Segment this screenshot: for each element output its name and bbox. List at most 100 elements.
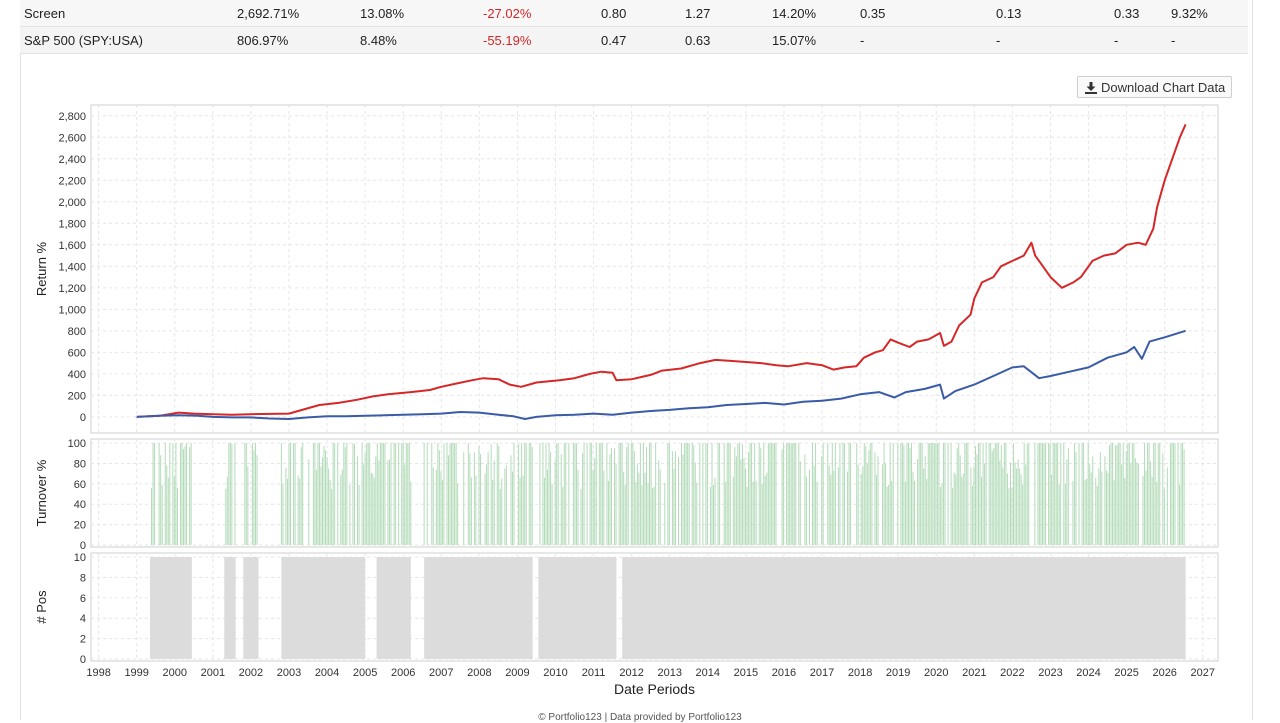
max-drawdown: -55.19% (483, 33, 532, 48)
turnover-y-axis-label: Turnover % (34, 459, 49, 526)
x-tick-label: 1999 (124, 667, 148, 679)
x-tick-label: 2005 (353, 667, 377, 679)
stats-row-benchmark: S&P 500 (SPY:USA) 806.97% 8.48% -55.19% … (20, 27, 1248, 54)
x-tick-label: 2010 (543, 667, 567, 679)
returns-y-tick-label: 200 (68, 390, 86, 402)
x-tick-label: 2016 (772, 667, 796, 679)
stat-col7: - (860, 33, 865, 48)
positions-bar (622, 557, 1186, 659)
returns-y-tick-label: 2,800 (58, 111, 86, 123)
returns-y-tick-label: 1,800 (58, 218, 86, 230)
returns-y-tick-label: 2,200 (58, 175, 86, 187)
max-drawdown: -27.02% (483, 6, 532, 21)
x-tick-label: 2021 (962, 667, 986, 679)
returns-y-tick-label: 800 (68, 326, 86, 338)
positions-bar (538, 557, 617, 659)
returns-y-tick-label: 600 (68, 347, 86, 359)
x-tick-label: 2004 (315, 667, 339, 679)
returns-y-tick-label: 1,600 (58, 240, 86, 252)
stat-col7: 0.35 (860, 6, 886, 21)
x-axis-label: Date Periods (614, 681, 695, 697)
returns-plot-area (90, 104, 1219, 434)
sharpe: 0.80 (601, 6, 627, 21)
positions-y-tick-label: 4 (80, 613, 86, 625)
x-tick-label: 2000 (163, 667, 187, 679)
x-tick-label: 2017 (810, 667, 834, 679)
x-tick-label: 2014 (696, 667, 720, 679)
positions-y-tick-label: 0 (80, 654, 86, 666)
turnover-y-tick-label: 40 (74, 499, 86, 511)
x-tick-label: 2022 (1000, 667, 1024, 679)
positions-bar (424, 557, 533, 659)
row-name: Screen (24, 6, 66, 21)
x-tick-label: 2012 (619, 667, 643, 679)
x-tick-label: 2020 (924, 667, 948, 679)
stat-col8: - (996, 33, 1001, 48)
positions-bar (243, 557, 259, 659)
positions-bar (281, 557, 366, 659)
returns-y-tick-label: 0 (80, 412, 86, 424)
x-tick-label: 2023 (1038, 667, 1062, 679)
sortino: 0.63 (685, 33, 711, 48)
container-left-border (20, 0, 21, 720)
x-tick-label: 2001 (201, 667, 225, 679)
positions-bar (376, 557, 411, 659)
returns-y-tick-label: 2,600 (58, 132, 86, 144)
x-tick-label: 2008 (467, 667, 491, 679)
sharpe: 0.47 (601, 33, 627, 48)
download-chart-data-button[interactable]: Download Chart Data (1077, 76, 1232, 98)
stats-row-screen: Screen 2,692.71% 13.08% -27.02% 0.80 1.2… (20, 0, 1248, 27)
std-dev: 14.20% (772, 6, 817, 21)
positions-bar (224, 557, 236, 659)
stat-col10: 9.32% (1171, 6, 1208, 21)
returns-y-tick-label: 2,000 (58, 197, 86, 209)
returns-y-tick-label: 1,000 (58, 304, 86, 316)
turnover-y-tick-label: 20 (74, 520, 86, 532)
annualized-return: 13.08% (360, 6, 405, 21)
total-return: 2,692.71% (237, 6, 300, 21)
x-tick-label: 2025 (1114, 667, 1138, 679)
positions-bar (150, 557, 192, 659)
x-tick-label: 2007 (429, 667, 453, 679)
returns-y-tick-label: 1,200 (58, 283, 86, 295)
footer-credit: © Portfolio123 | Data provided by Portfo… (538, 712, 742, 723)
x-tick-label: 2003 (277, 667, 301, 679)
stat-col10: - (1171, 33, 1176, 48)
x-tick-label: 2024 (1076, 667, 1100, 679)
total-return: 806.97% (237, 33, 289, 48)
x-tick-label: 2018 (848, 667, 872, 679)
turnover-y-tick-label: 0 (80, 540, 86, 552)
returns-y-tick-label: 400 (68, 369, 86, 381)
turnover-y-tick-label: 80 (74, 458, 86, 470)
stat-col8: 0.13 (996, 6, 1022, 21)
positions-y-axis-label: # Pos (34, 590, 49, 624)
positions-y-tick-label: 6 (80, 593, 86, 605)
x-tick-label: 1998 (86, 667, 110, 679)
x-tick-label: 2027 (1191, 667, 1215, 679)
stat-col9: 0.33 (1114, 6, 1140, 21)
positions-y-tick-label: 2 (80, 634, 86, 646)
return-series-line-1 (136, 329, 1186, 420)
return-series-line-0 (136, 123, 1187, 418)
std-dev: 15.07% (772, 33, 817, 48)
x-tick-label: 2026 (1152, 667, 1176, 679)
turnover-y-tick-label: 60 (74, 479, 86, 491)
returns-y-axis-label: Return % (34, 241, 49, 296)
x-tick-label: 2011 (582, 667, 606, 679)
row-name: S&P 500 (SPY:USA) (24, 33, 143, 48)
stat-col9: - (1114, 33, 1119, 48)
x-tick-label: 2002 (239, 667, 263, 679)
positions-y-tick-label: 10 (74, 552, 86, 564)
x-tick-label: 2013 (657, 667, 681, 679)
returns-y-tick-label: 2,400 (58, 154, 86, 166)
download-icon (1085, 82, 1097, 94)
download-button-label: Download Chart Data (1101, 80, 1226, 95)
turnover-y-tick-label: 100 (68, 438, 86, 450)
stats-table: Screen 2,692.71% 13.08% -27.02% 0.80 1.2… (0, 0, 1280, 54)
annualized-return: 8.48% (360, 33, 397, 48)
x-tick-label: 2006 (391, 667, 415, 679)
x-tick-label: 2019 (886, 667, 910, 679)
x-tick-label: 2015 (734, 667, 758, 679)
x-tick-label: 2009 (505, 667, 529, 679)
